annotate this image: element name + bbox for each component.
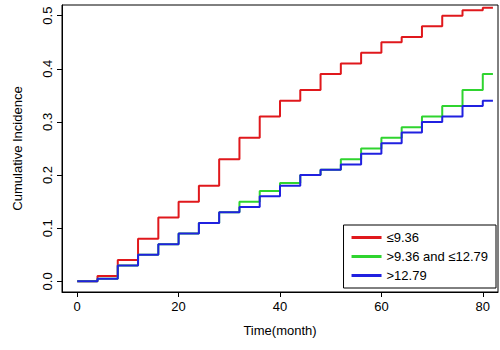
svg-text:0.0: 0.0 [40,272,55,290]
svg-text:>12.79: >12.79 [387,268,427,283]
svg-text:Cumulative Incidence: Cumulative Incidence [10,86,25,210]
svg-text:0.5: 0.5 [40,7,55,25]
svg-text:20: 20 [171,299,185,314]
svg-text:0: 0 [74,299,81,314]
svg-text:Time(month): Time(month) [243,323,316,338]
svg-text:80: 80 [476,299,490,314]
svg-text:>9.36 and ≤12.79: >9.36 and ≤12.79 [387,249,488,264]
svg-text:60: 60 [374,299,388,314]
svg-text:0.2: 0.2 [40,166,55,184]
svg-text:0.1: 0.1 [40,219,55,237]
svg-text:0.4: 0.4 [40,60,55,78]
svg-text:0.3: 0.3 [40,113,55,131]
svg-text:≤9.36: ≤9.36 [387,230,419,245]
svg-text:40: 40 [273,299,287,314]
